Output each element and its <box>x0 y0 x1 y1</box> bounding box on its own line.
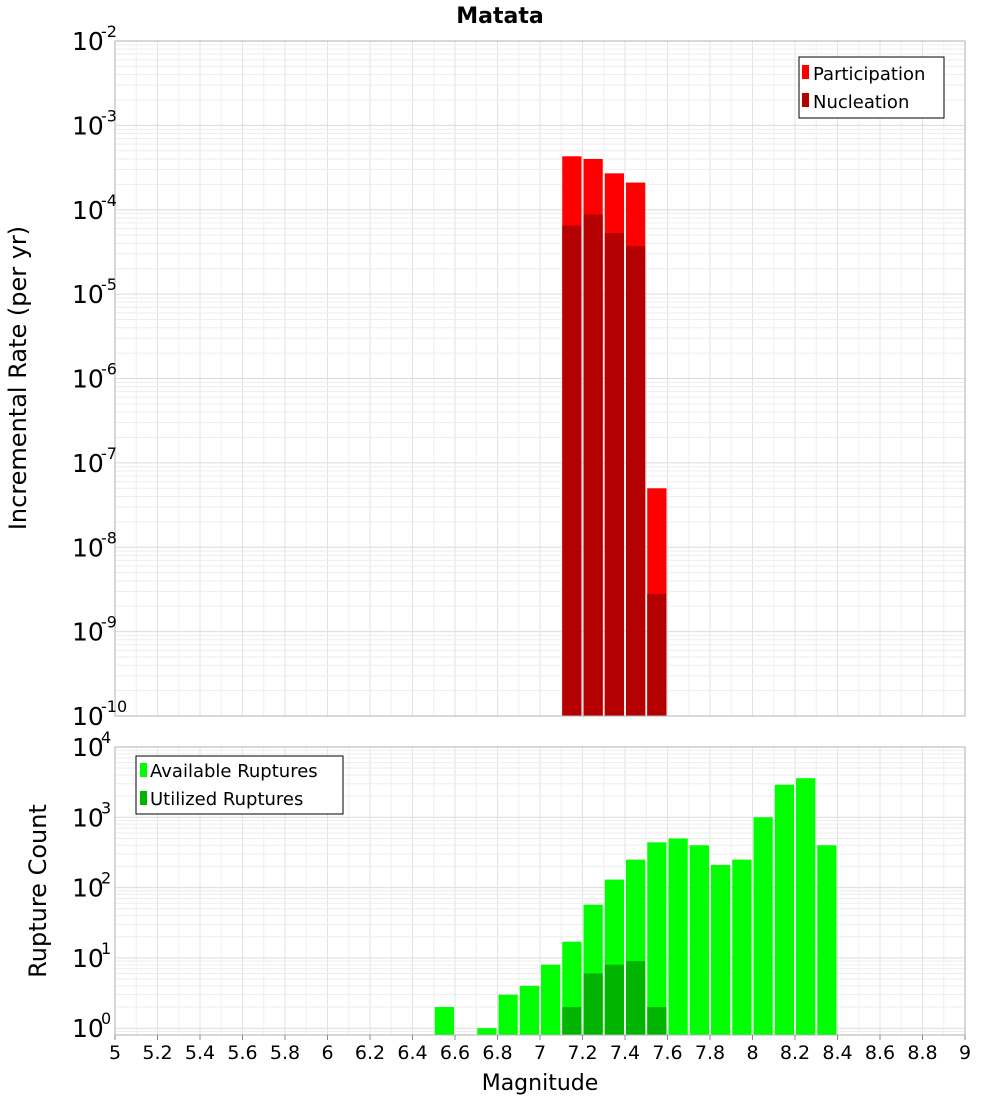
x-tick-label: 8.4 <box>822 1042 852 1064</box>
x-tick-label: 7.4 <box>610 1042 640 1064</box>
x-tick-label: 6.2 <box>355 1042 385 1064</box>
bottom-y-axis-label: Rupture Count <box>24 804 52 978</box>
bar-utilized-ruptures <box>583 973 603 1035</box>
bar-available-ruptures <box>477 1028 497 1035</box>
x-tick-label: 8 <box>746 1042 758 1064</box>
x-tick-label: 6.8 <box>482 1042 512 1064</box>
top-y-tick-label: 10 <box>72 618 104 647</box>
bottom-y-tick-label-exponent: 3 <box>101 798 111 817</box>
bottom-legend-box <box>135 755 344 815</box>
x-tick-label: 8.8 <box>907 1042 937 1064</box>
bottom-y-tick-label: 10 <box>72 874 104 903</box>
bar-nucleation <box>647 593 667 716</box>
x-tick-label: 7.2 <box>567 1042 597 1064</box>
bar-available-ruptures <box>498 994 518 1035</box>
bar-utilized-ruptures <box>626 961 646 1035</box>
top-y-tick-label-exponent: -7 <box>101 444 117 463</box>
bottom-y-tick-label: 10 <box>72 733 104 762</box>
top-y-tick-label-exponent: -6 <box>101 360 117 379</box>
legend-label-utilized: Utilized Ruptures <box>150 789 303 810</box>
bar-available-ruptures <box>434 1007 454 1035</box>
top-y-tick-label: 10 <box>72 533 104 562</box>
top-y-tick-label-exponent: -3 <box>101 106 117 125</box>
bottom-x-ticks: 5 5.2 5.4 5.6 5.8 6 6.2 6.4 6.6 6.8 7 7.2 7.4 7.6 7.8 8… <box>109 1035 971 1064</box>
top-legend: Participation Nucleation <box>798 56 945 119</box>
top-bars <box>562 156 667 717</box>
x-tick-label: 9 <box>959 1042 971 1064</box>
top-y-tick-label: 10 <box>72 280 104 309</box>
x-tick-label: 7.6 <box>652 1042 682 1064</box>
bar-available-ruptures <box>711 864 731 1035</box>
legend-swatch-utilized <box>140 791 147 805</box>
bottom-y-tick-label: 10 <box>72 803 104 832</box>
bottom-legend: Available Ruptures Utilized Ruptures <box>135 755 344 815</box>
x-tick-label: 8.6 <box>865 1042 895 1064</box>
bottom-bars <box>434 778 837 1035</box>
bar-available-ruptures <box>753 817 773 1035</box>
bottom-y-tick-label: 10 <box>72 944 104 973</box>
top-y-tick-label-exponent: -4 <box>101 191 117 210</box>
x-tick-label: 6 <box>321 1042 333 1064</box>
bottom-y-tick-label-exponent: 4 <box>101 728 111 747</box>
top-y-tick-label-exponent: -2 <box>101 22 117 41</box>
chart-title: Matata <box>456 4 543 29</box>
top-y-tick-label: 10 <box>72 702 104 731</box>
bar-utilized-ruptures <box>647 1007 667 1035</box>
x-axis-label: Magnitude <box>482 1071 599 1096</box>
bar-available-ruptures <box>647 842 667 1035</box>
bar-available-ruptures <box>689 845 709 1035</box>
legend-label-available: Available Ruptures <box>150 761 318 782</box>
x-tick-label: 6.4 <box>397 1042 427 1064</box>
bar-utilized-ruptures <box>604 964 624 1035</box>
bottom-y-tick-label-exponent: 1 <box>101 939 111 958</box>
bar-available-ruptures <box>519 985 539 1035</box>
bar-available-ruptures <box>817 845 837 1035</box>
top-y-tick-label: 10 <box>72 196 104 225</box>
top-y-tick-label: 10 <box>72 449 104 478</box>
legend-swatch-nucleation <box>802 93 809 107</box>
bar-available-ruptures <box>796 778 816 1035</box>
bar-available-ruptures <box>668 838 688 1035</box>
top-y-tick-label: 10 <box>72 27 104 56</box>
x-tick-label: 7 <box>534 1042 546 1064</box>
x-tick-label: 5.4 <box>185 1042 215 1064</box>
legend-swatch-available <box>140 763 147 777</box>
x-tick-label: 7.8 <box>695 1042 725 1064</box>
bottom-y-tick-label-exponent: 2 <box>101 869 111 888</box>
top-y-tick-label-exponent: -10 <box>101 697 127 716</box>
bottom-y-tick-label: 10 <box>72 1014 104 1043</box>
bar-nucleation <box>562 225 582 716</box>
top-grid <box>114 40 966 717</box>
legend-label-nucleation: Nucleation <box>813 92 909 113</box>
top-legend-box <box>798 56 945 119</box>
top-y-tick-label-exponent: -8 <box>101 528 117 547</box>
legend-swatch-participation <box>802 65 809 79</box>
top-y-tick-label: 10 <box>72 365 104 394</box>
bar-available-ruptures <box>541 964 561 1035</box>
bar-nucleation <box>626 246 646 716</box>
bar-available-ruptures <box>732 859 752 1035</box>
bar-nucleation <box>604 233 624 716</box>
bar-utilized-ruptures <box>562 1007 582 1035</box>
top-y-axis-label: Incremental Rate (per yr) <box>4 226 32 530</box>
x-tick-label: 5.6 <box>227 1042 257 1064</box>
legend-label-participation: Participation <box>813 64 925 85</box>
top-y-tick-label-exponent: -5 <box>101 275 117 294</box>
x-tick-label: 5.8 <box>270 1042 300 1064</box>
bar-available-ruptures <box>774 784 794 1035</box>
top-y-tick-label: 10 <box>72 111 104 140</box>
top-plot-frame <box>114 40 966 717</box>
x-tick-label: 6.6 <box>440 1042 470 1064</box>
x-tick-label: 8.2 <box>780 1042 810 1064</box>
bottom-y-tick-label-exponent: 0 <box>101 1009 111 1028</box>
x-tick-label: 5 <box>109 1042 121 1064</box>
bar-nucleation <box>583 214 603 717</box>
top-y-tick-label-exponent: -9 <box>101 613 117 632</box>
x-tick-label: 5.2 <box>142 1042 172 1064</box>
